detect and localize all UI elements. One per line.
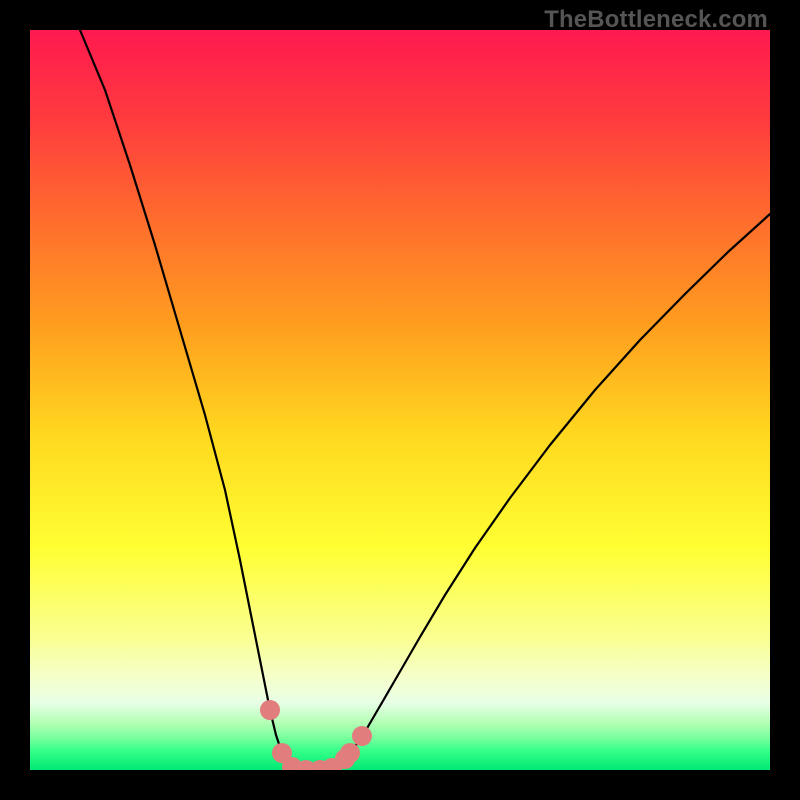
- marker-point: [260, 700, 280, 720]
- curve-layer: [30, 30, 770, 770]
- marker-point: [352, 726, 372, 746]
- watermark-text: TheBottleneck.com: [544, 6, 768, 34]
- plot-area: [30, 30, 770, 770]
- marker-point: [340, 743, 360, 763]
- bottleneck-curve: [80, 30, 770, 770]
- chart-frame: TheBottleneck.com: [0, 0, 800, 800]
